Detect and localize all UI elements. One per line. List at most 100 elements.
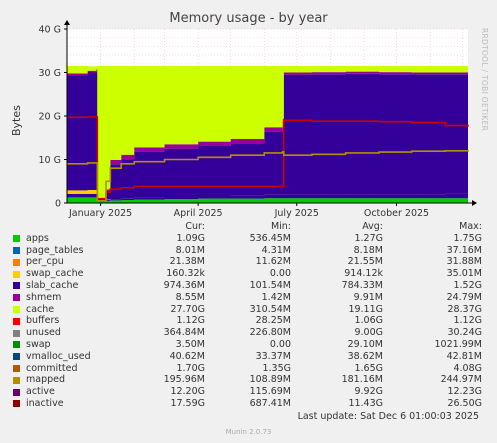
line-inactive — [67, 116, 469, 200]
legend-max: 28.37G — [447, 303, 482, 315]
legend-header-cur: Cur: — [185, 221, 205, 232]
legend-name: shmem — [26, 291, 62, 303]
legend-max: 30.24G — [447, 327, 482, 339]
legend-row: slab_cache 974.36M 101.54M 784.33M 1.52G — [12, 280, 490, 292]
legend-min: 4.31M — [261, 244, 291, 256]
legend-max: 1.12G — [453, 315, 482, 327]
legend-min: 108.89M — [249, 374, 291, 386]
legend-row: buffers 1.12G 28.25M 1.06G 1.12G — [12, 315, 490, 327]
legend-swatch — [13, 364, 20, 372]
legend-swatch — [13, 246, 20, 254]
legend-min: 226.80M — [249, 327, 291, 339]
legend-max: 42.81M — [446, 350, 482, 362]
legend-row: apps 1.09G 536.45M 1.27G 1.75G — [12, 233, 490, 245]
legend-swatch — [13, 388, 20, 396]
y-tick-label: 20 G — [39, 112, 61, 123]
legend-swatch — [13, 329, 20, 337]
legend-row: unused 364.84M 226.80M 9.00G 30.24G — [12, 327, 490, 339]
legend-swatch — [13, 258, 20, 266]
legend-cur: 8.01M — [175, 244, 205, 256]
series-lines — [67, 116, 469, 202]
chart-title: Memory usage - by year — [169, 11, 328, 26]
y-tick-label: 40 G — [39, 25, 61, 36]
legend-row: vmalloc_used 40.62M 33.37M 38.62M 42.81M — [12, 351, 490, 363]
legend-swatch — [13, 400, 20, 408]
legend-avg: 784.33M — [341, 279, 383, 291]
legend-name: vmalloc_used — [26, 350, 91, 362]
legend-swatch — [13, 294, 20, 302]
y-tick-label: 10 G — [39, 155, 61, 166]
legend-cur: 160.32k — [166, 268, 205, 280]
y-tick-label: 0 — [55, 199, 61, 210]
legend-row: cache 27.70G 310.54M 19.11G 28.37G — [12, 304, 490, 316]
legend-cur: 12.20G — [170, 386, 205, 398]
legend-cur: 8.55M — [175, 291, 205, 303]
munin-version: Munin 2.0.73 — [225, 428, 272, 436]
legend-cur: 364.84M — [163, 327, 205, 339]
legend-min: 310.54M — [249, 303, 291, 315]
legend-row: swap_cache 160.32k 0.00 914.12k 35.01M — [12, 268, 490, 280]
legend-name: apps — [26, 232, 49, 244]
legend-swatch — [13, 305, 20, 313]
area-slab_cache — [67, 193, 468, 202]
legend-swatch — [13, 353, 20, 361]
legend-swatch — [13, 341, 20, 349]
legend-avg: 9.91M — [353, 291, 383, 303]
legend-cur: 40.62M — [169, 350, 205, 362]
x-tick-label: October 2025 — [364, 208, 429, 219]
legend-avg: 181.16M — [341, 374, 383, 386]
legend-max: 35.01M — [446, 268, 482, 280]
legend-swatch — [13, 282, 20, 290]
legend-swatch — [13, 270, 20, 278]
legend-table: Cur: Min: Avg: Max: apps 1.09G 536.45M 1.27… — [12, 221, 490, 410]
legend-max: 37.16M — [446, 244, 482, 256]
legend-min: 536.45M — [249, 232, 291, 244]
legend-min: 0.00 — [269, 268, 291, 280]
legend-min: 33.37M — [255, 350, 291, 362]
legend-avg: 19.11G — [348, 303, 383, 315]
legend-min: 1.35G — [262, 362, 291, 374]
legend-max: 1021.99M — [434, 338, 482, 350]
legend-max: 31.88M — [446, 256, 482, 268]
legend-name: active — [26, 386, 55, 398]
tick-labels: 0 10 G 20 G 30 G 40 G January 2025 April 2025 J… — [39, 25, 430, 220]
y-tick-label: 30 G — [39, 68, 61, 79]
legend-header: Cur: Min: Avg: Max: — [12, 221, 490, 233]
legend-max: 1.75G — [453, 232, 482, 244]
legend-header-min: Min: — [270, 221, 291, 232]
y-axis-arrow — [64, 20, 70, 25]
legend-name: unused — [26, 327, 61, 339]
legend-avg: 8.18M — [353, 244, 383, 256]
legend-avg: 38.62M — [347, 350, 383, 362]
legend-swatch — [13, 376, 20, 384]
legend-name: mapped — [26, 374, 66, 386]
area-cache — [67, 71, 468, 202]
legend-name: slab_cache — [26, 279, 79, 291]
area-apps — [67, 197, 468, 203]
legend-swatch — [13, 317, 20, 325]
legend-min: 0.00 — [269, 338, 291, 350]
legend-avg: 29.10M — [347, 338, 383, 350]
legend-avg: 1.06G — [354, 315, 383, 327]
legend-min: 1.42M — [261, 291, 291, 303]
x-tick-label: July 2025 — [274, 208, 319, 219]
legend-cur: 974.36M — [163, 279, 205, 291]
legend-min: 28.25M — [255, 315, 291, 327]
legend-avg: 9.92G — [354, 386, 383, 398]
x-tick-label: April 2025 — [174, 208, 223, 219]
legend-cur: 21.38M — [169, 256, 205, 268]
y-axis-label: Bytes — [10, 105, 23, 136]
legend-name: cache — [26, 303, 55, 315]
rrdtool-watermark: RRDTOOL / TOBI OETIKER — [480, 28, 489, 132]
axes — [64, 20, 477, 206]
legend-min: 11.62M — [255, 256, 291, 268]
legend-header-max: Max: — [459, 221, 482, 232]
legend-avg: 1.65G — [354, 362, 383, 374]
x-tick-label: January 2025 — [68, 208, 132, 219]
legend-min: 115.69M — [249, 386, 291, 398]
legend-row: swap 3.50M 0.00 29.10M 1021.99M — [12, 339, 490, 351]
legend-row: active 12.20G 115.69M 9.92G 12.23G — [12, 386, 490, 398]
legend-name: swap_cache — [26, 268, 84, 280]
legend-avg: 21.55M — [347, 256, 383, 268]
legend-name: committed — [26, 362, 78, 374]
